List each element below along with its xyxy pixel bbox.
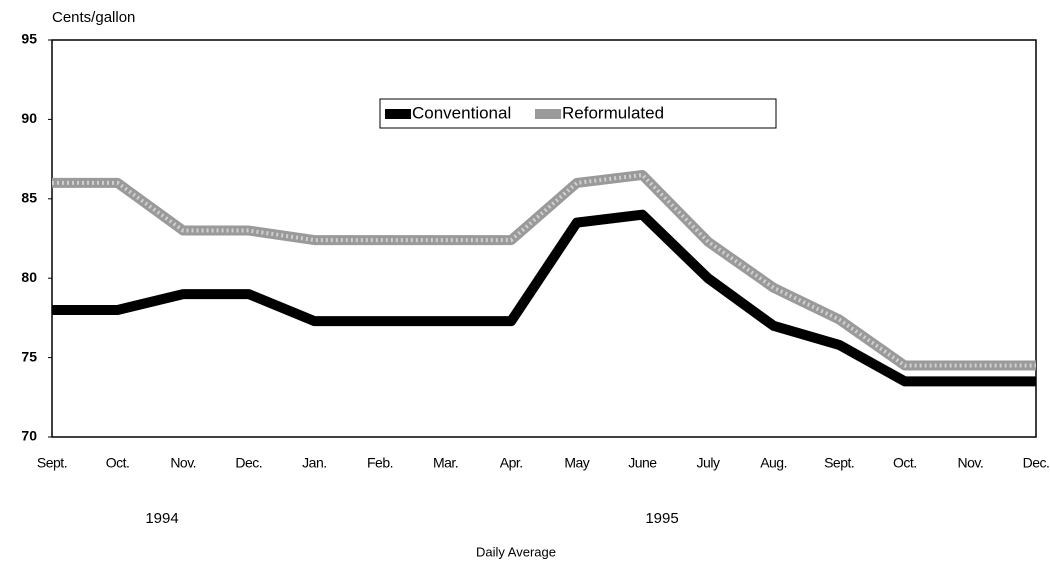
x-tick-label: Oct. [893,455,917,471]
x-tick-label: Jan. [302,455,326,471]
x-tick-label: Nov. [958,455,984,471]
x-tick-label: Dec. [1023,455,1050,471]
year-label: 1994 [145,510,178,527]
legend-label: Reformulated [562,103,664,122]
x-tick-label: May [564,455,589,471]
plot-area [51,39,1037,438]
y-tick-label: 70 [21,428,37,444]
y-tick-label: 85 [21,190,37,206]
x-tick-label: Dec. [235,455,262,471]
year-label: 1995 [645,510,678,527]
legend-box [379,98,777,129]
y-tick-label: 80 [21,269,37,285]
x-tick-label: Apr. [500,455,523,471]
x-axis-label: Daily Average [476,544,556,559]
legend-label: Conventional [412,103,511,122]
x-tick-label: Mar. [433,455,458,471]
y-tick-label: 90 [21,110,37,126]
x-tick-label: Aug. [760,455,787,471]
y-tick-label: 75 [21,348,37,364]
x-tick-label: Oct. [106,455,130,471]
x-tick-label: July [697,455,720,471]
x-tick-label: Feb. [367,455,393,471]
y-tick-label: 95 [21,31,37,47]
x-tick-label: Nov. [170,455,196,471]
x-tick-label: Sept. [37,455,67,471]
series-line [52,209,1036,387]
x-tick-label: Sept. [824,455,854,471]
series-texture [52,172,1036,368]
x-tick-label: June [628,455,657,471]
y-axis-label: Cents/gallon [52,9,135,26]
